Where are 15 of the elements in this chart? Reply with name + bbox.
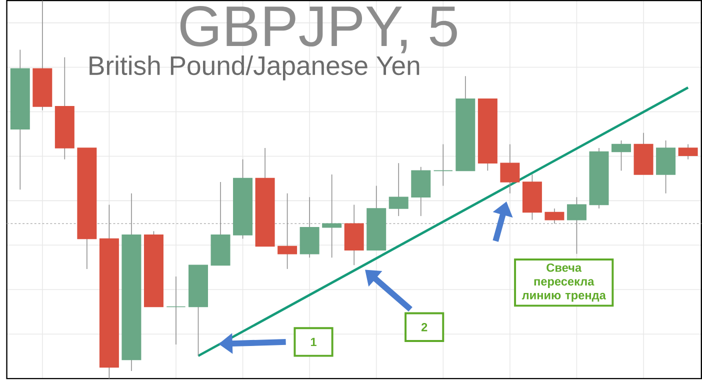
candlestick [388,162,408,216]
text: British Pound/Japanese Yen [90,55,420,80]
candlestick [566,196,586,254]
candlestick [278,192,298,270]
annotation: 2 [421,322,428,332]
chart-title: GBPJPY, 5 [180,6,457,54]
annotation: Свеча пересекла линию тренда [522,263,606,302]
candlestick [322,174,342,258]
candlestick [612,140,632,171]
candlestick [544,208,564,224]
candlestick [166,276,186,345]
candlestick [678,144,698,160]
annotation: 1 [310,338,316,346]
candlestick [500,144,520,194]
candlestick [433,144,453,186]
